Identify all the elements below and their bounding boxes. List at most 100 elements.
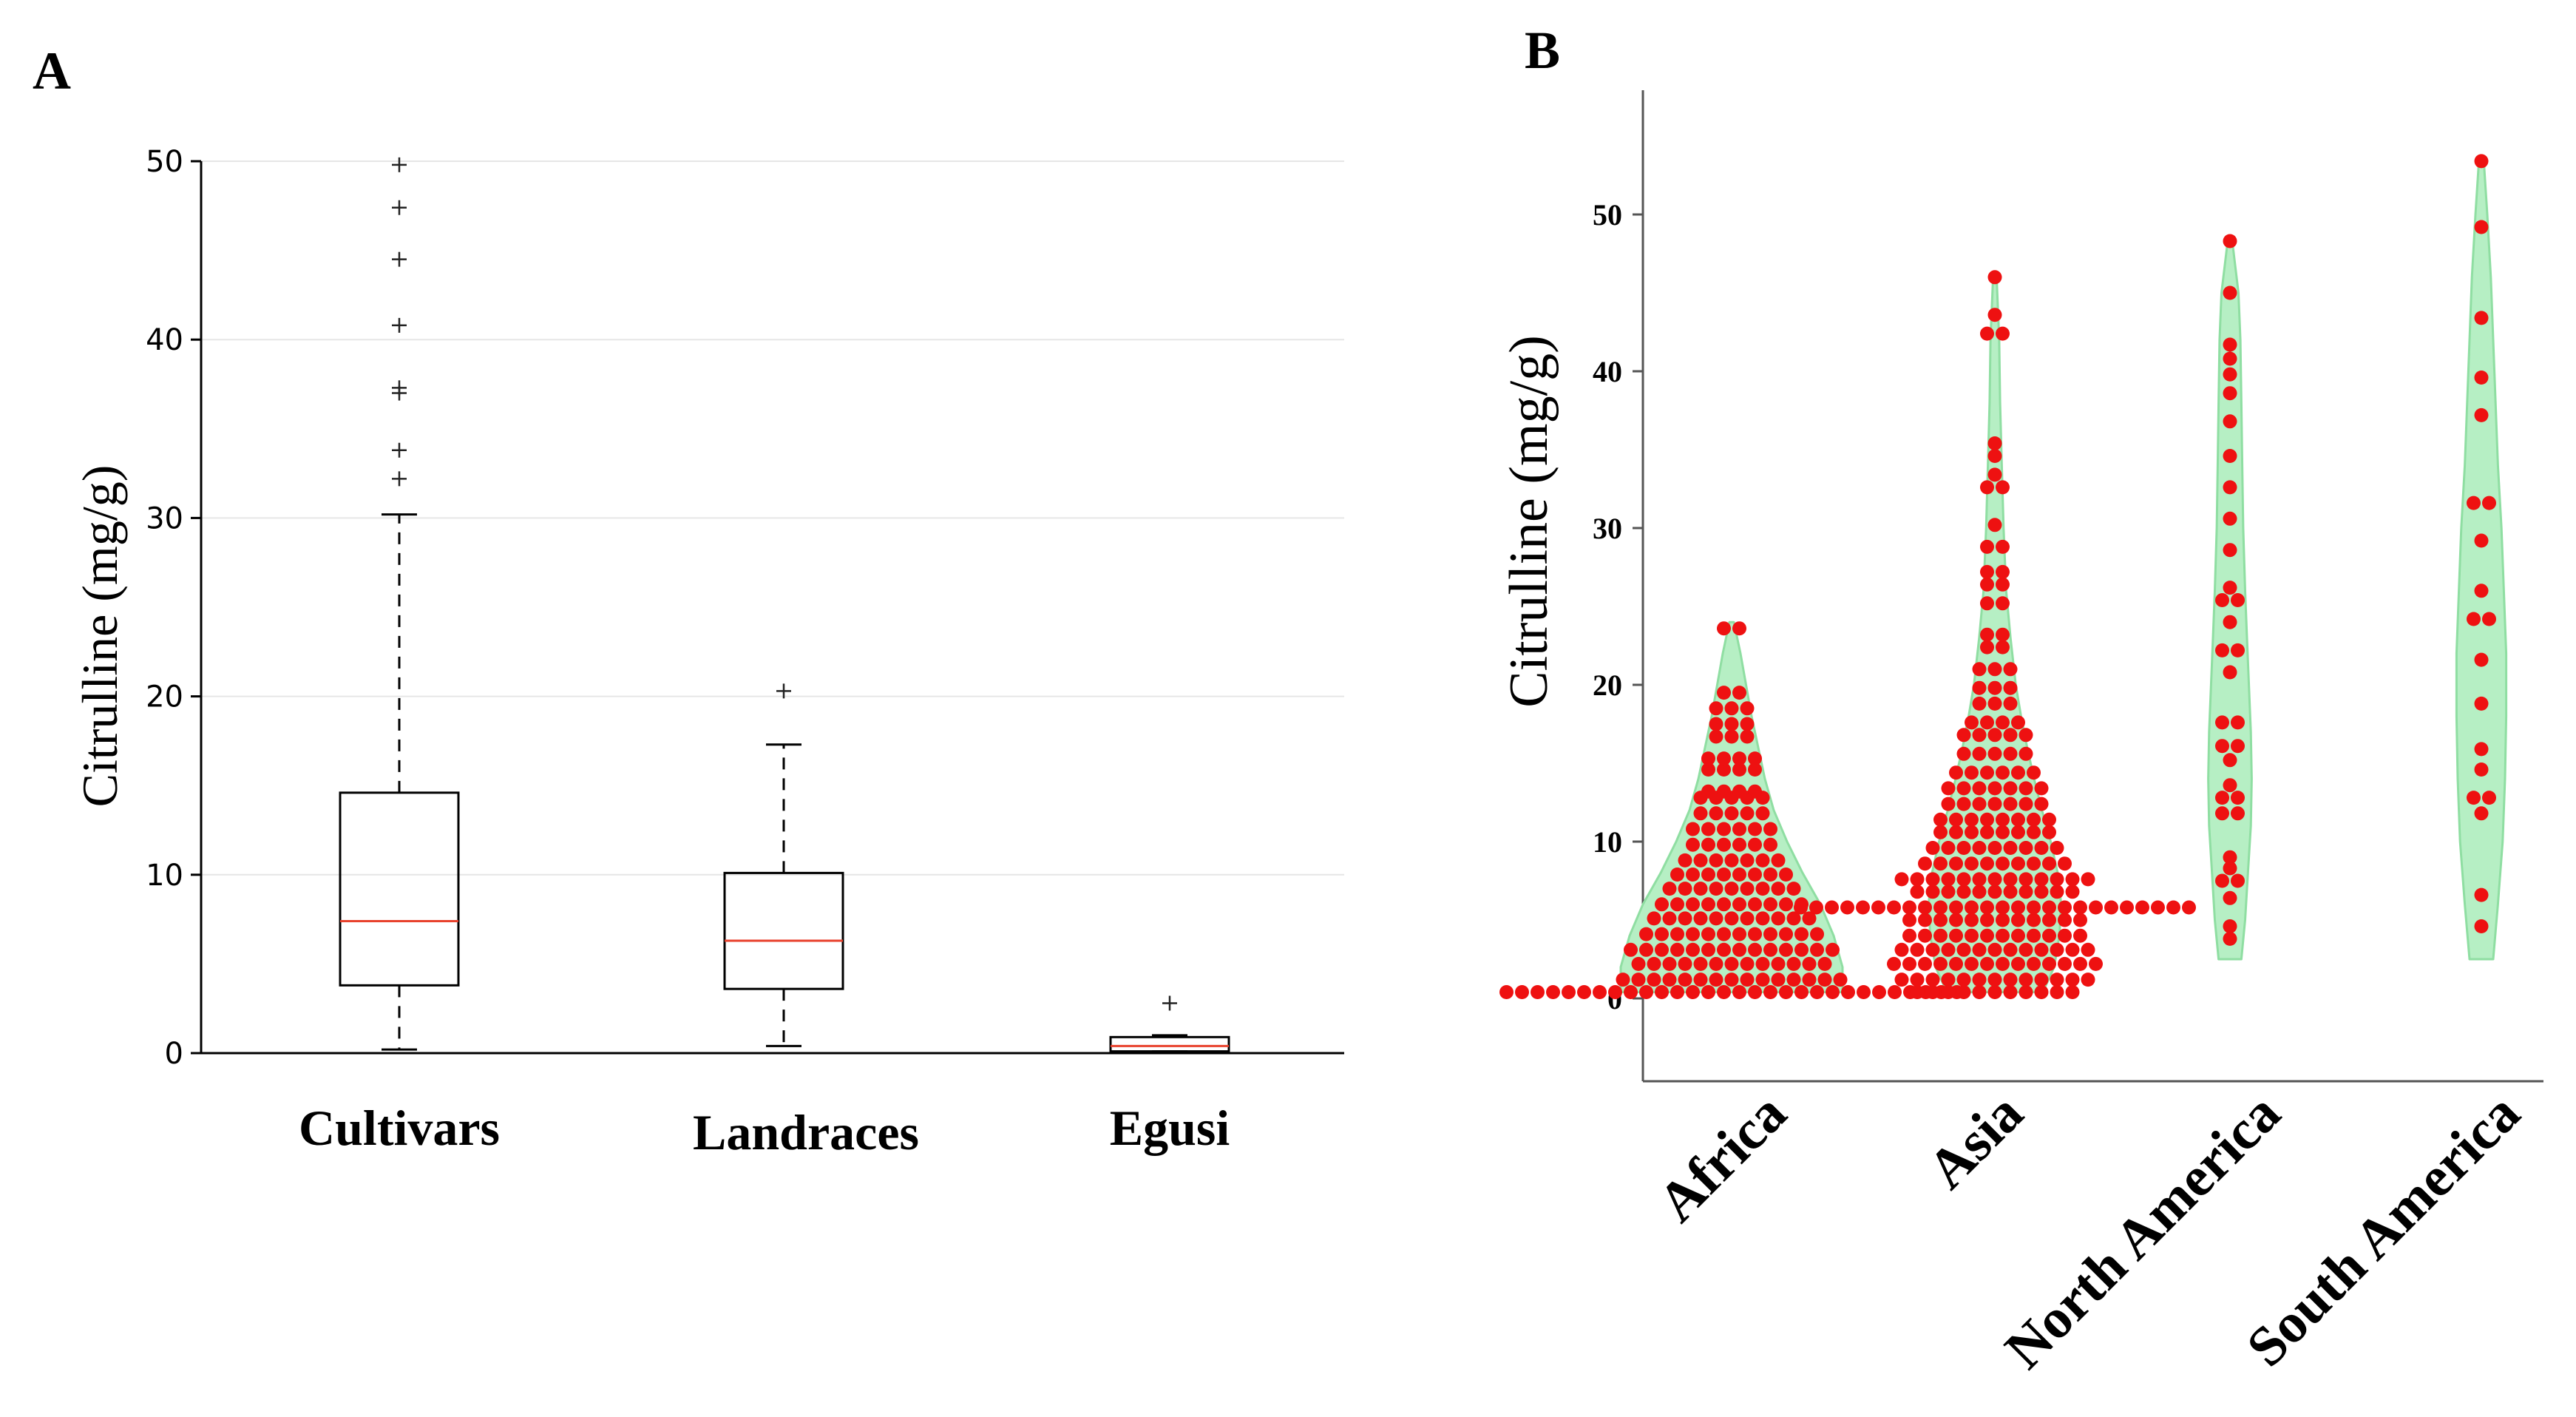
data-point — [1902, 928, 1916, 943]
data-point — [1972, 985, 1987, 999]
data-point — [1771, 911, 1786, 926]
data-point — [1841, 985, 1855, 999]
data-point — [2223, 337, 2237, 352]
data-point — [2215, 806, 2229, 821]
data-point — [2104, 900, 2118, 915]
data-point — [1802, 956, 1817, 971]
data-point — [1779, 868, 1793, 882]
data-point — [1996, 627, 2010, 642]
data-point — [2231, 791, 2245, 805]
data-point — [1933, 913, 1948, 927]
data-point — [1709, 956, 1723, 971]
data-point — [2011, 913, 2025, 927]
data-point — [2034, 885, 2049, 899]
data-point — [2073, 900, 2087, 915]
data-point — [1662, 882, 1677, 896]
data-point — [1933, 928, 1948, 943]
data-point — [1748, 822, 1762, 836]
data-point — [1740, 729, 1755, 744]
data-point — [2223, 480, 2237, 495]
y-tick-label: 40 — [1593, 355, 1622, 388]
data-point — [2223, 386, 2237, 401]
data-point — [1956, 797, 1971, 811]
data-point — [1972, 680, 1987, 695]
x-tick-label: Landraces — [693, 1104, 919, 1160]
data-point — [1941, 985, 1956, 999]
data-point — [1918, 913, 1932, 927]
data-point — [1616, 973, 1630, 987]
data-point — [2027, 825, 2041, 839]
data-point — [2003, 746, 2018, 761]
data-point — [1662, 973, 1677, 987]
data-point — [1655, 985, 1669, 999]
data-point — [1693, 956, 1708, 971]
data-point — [2467, 791, 2481, 805]
data-point — [1499, 985, 1514, 999]
data-point — [1670, 927, 1684, 941]
data-point — [1732, 762, 1746, 777]
data-point — [2223, 850, 2237, 865]
panel-a-y-ticks: 0 10 20 30 40 50 — [146, 145, 201, 1071]
data-point — [2003, 885, 2018, 899]
data-point — [1965, 825, 1979, 839]
y-tick-label: 0 — [165, 1037, 183, 1071]
data-point — [1701, 762, 1715, 777]
data-point — [2081, 942, 2095, 957]
data-point — [1686, 985, 1700, 999]
data-point — [2135, 900, 2149, 915]
data-point — [1996, 596, 2010, 611]
data-point — [2482, 496, 2496, 510]
y-tick-label: 40 — [146, 323, 183, 357]
data-point — [1902, 956, 1916, 971]
data-point — [1996, 825, 2010, 839]
data-point — [1748, 837, 1762, 852]
data-point — [1678, 853, 1692, 868]
data-point — [1987, 885, 2002, 899]
data-point — [1925, 973, 1940, 987]
data-point — [2474, 407, 2489, 422]
data-point — [1825, 900, 1839, 915]
data-point — [2050, 885, 2064, 899]
data-point — [1748, 762, 1762, 777]
data-point — [2042, 956, 2056, 971]
data-point — [1956, 841, 1971, 855]
data-point — [1956, 746, 1971, 761]
data-point — [1980, 715, 1994, 730]
data-point — [2474, 887, 2489, 902]
data-point — [1732, 751, 1746, 766]
data-point — [1925, 885, 1940, 899]
data-point — [1631, 973, 1646, 987]
data-point — [1686, 942, 1700, 957]
data-point — [1717, 927, 1731, 941]
data-point — [1925, 841, 1940, 855]
data-point — [1701, 942, 1715, 957]
data-point — [2223, 234, 2237, 248]
data-point — [1740, 973, 1755, 987]
data-point — [1996, 956, 2010, 971]
data-point — [1949, 928, 1963, 943]
data-point — [1662, 911, 1677, 926]
data-point — [1987, 518, 2002, 532]
data-point — [1562, 985, 1576, 999]
data-point — [2034, 781, 2049, 796]
data-point — [1810, 927, 1824, 941]
data-point — [1956, 885, 1971, 899]
data-point — [2215, 715, 2229, 730]
data-point — [1980, 326, 1994, 341]
data-point — [1724, 882, 1739, 896]
data-point — [2027, 928, 2041, 943]
data-point — [1732, 621, 1746, 636]
data-point — [1639, 942, 1653, 957]
data-point — [2058, 928, 2072, 943]
data-point — [1693, 882, 1708, 896]
data-point — [1701, 784, 1715, 799]
data-point — [1972, 872, 1987, 887]
data-point — [1980, 825, 1994, 839]
data-point — [1740, 806, 1755, 821]
data-point — [1987, 696, 2002, 711]
data-point — [1980, 765, 1994, 780]
data-point — [1701, 868, 1715, 882]
data-point — [1956, 728, 1971, 743]
